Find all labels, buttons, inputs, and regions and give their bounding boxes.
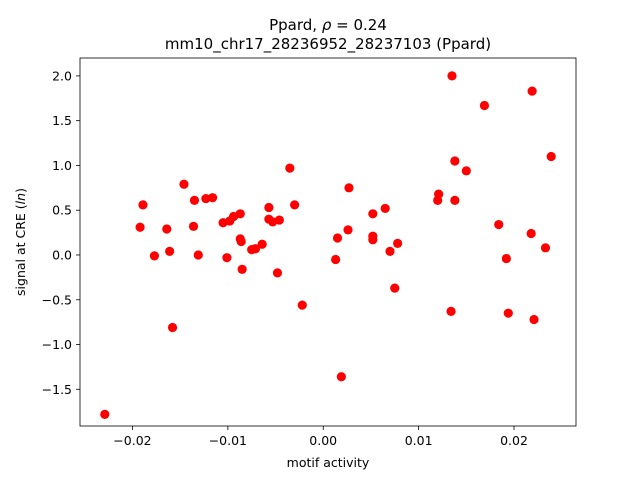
data-point <box>285 163 295 173</box>
data-point <box>526 228 536 239</box>
y-tick-label: 0.5 <box>52 203 72 218</box>
y-tick-label: −1.5 <box>42 382 72 397</box>
data-point <box>237 264 247 274</box>
x-tick-label: 0.00 <box>309 433 337 448</box>
data-point <box>207 193 218 203</box>
plot-frame <box>79 57 577 427</box>
x-tick-label: 0.01 <box>405 433 433 448</box>
data-point <box>235 209 245 219</box>
data-point <box>222 253 232 263</box>
data-point <box>165 246 175 256</box>
y-tick-label: −1.0 <box>42 337 72 352</box>
data-point <box>450 195 460 205</box>
data-point <box>385 246 395 256</box>
data-point <box>135 222 145 232</box>
x-tick-label: 0.02 <box>500 433 528 448</box>
data-point <box>479 100 490 111</box>
y-tick-label: 1.0 <box>52 158 72 173</box>
data-points <box>100 71 556 419</box>
y-axis-label-prefix: signal at CRE ( <box>13 204 28 296</box>
chart-title-line2: mm10_chr17_28236952_28237103 (Ppard) <box>165 35 491 54</box>
data-point <box>390 283 400 293</box>
data-point <box>331 254 341 265</box>
y-tick-label: −0.5 <box>42 292 72 307</box>
data-point <box>540 243 551 253</box>
y-axis-label-suffix: ) <box>13 188 28 193</box>
x-axis-label: motif activity <box>287 455 370 470</box>
data-point <box>368 209 378 219</box>
data-point <box>149 251 159 261</box>
data-point <box>446 306 456 316</box>
data-point <box>503 308 513 318</box>
y-axis-label-italic: ln <box>13 193 28 204</box>
data-point <box>529 314 539 325</box>
data-point <box>274 215 284 225</box>
data-point <box>162 224 172 234</box>
data-point <box>393 238 403 248</box>
y-tick-label: 2.0 <box>52 68 72 83</box>
data-point <box>167 322 178 333</box>
y-axis-label: signal at CRE (ln) <box>13 188 28 296</box>
x-axis-ticks: −0.02 −0.01 0.00 0.01 0.02 <box>113 426 528 448</box>
data-point <box>188 221 199 231</box>
data-point <box>290 200 300 210</box>
x-tick-label: −0.02 <box>113 433 151 448</box>
data-point <box>343 225 353 235</box>
data-point <box>193 250 203 260</box>
data-point <box>368 235 378 245</box>
data-point <box>380 203 390 214</box>
title-rho: ρ <box>322 16 332 34</box>
y-axis-ticks: −1.5 −1.0 −0.5 0.0 0.5 1.0 1.5 2.0 <box>42 68 80 397</box>
data-point <box>138 200 148 210</box>
data-point <box>272 268 283 278</box>
chart-title-line1: Ppard, ρ = 0.24 <box>269 16 387 34</box>
data-point <box>332 233 343 243</box>
data-point <box>501 253 511 264</box>
data-point <box>434 189 444 199</box>
data-point <box>264 202 274 213</box>
data-point <box>179 179 189 189</box>
data-point <box>189 195 200 205</box>
title-suffix: = 0.24 <box>331 16 387 34</box>
data-point <box>527 86 537 96</box>
y-tick-label: 0.0 <box>52 247 72 262</box>
data-point <box>336 372 346 382</box>
y-tick-label: 1.5 <box>52 113 72 128</box>
data-point <box>344 183 354 193</box>
data-point <box>100 409 110 419</box>
data-point <box>447 71 457 81</box>
data-point <box>494 219 504 230</box>
data-point <box>257 239 267 249</box>
data-point <box>450 156 460 166</box>
data-point <box>461 166 471 176</box>
x-tick-label: −0.01 <box>209 433 247 448</box>
data-point <box>236 236 246 247</box>
title-prefix: Ppard, <box>269 16 322 34</box>
data-point <box>546 151 556 162</box>
data-point <box>297 300 307 310</box>
data-point <box>250 244 261 254</box>
